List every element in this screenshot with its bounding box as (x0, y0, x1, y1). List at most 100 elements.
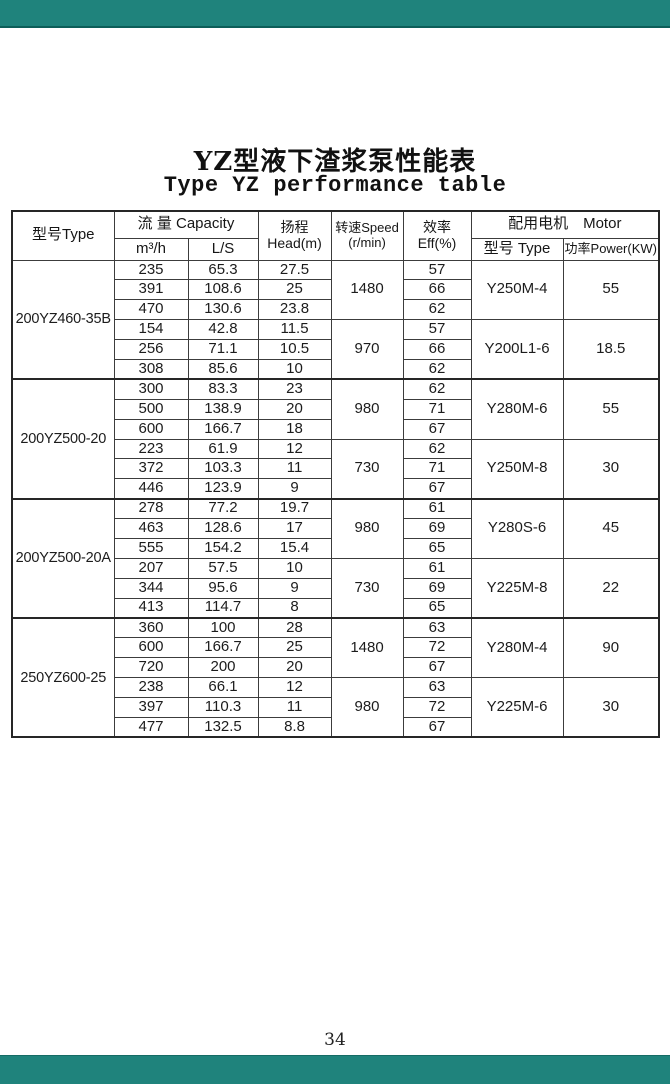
head-cell: 19.7 (257, 497, 332, 520)
capacity-m3h-cell: 446 (113, 478, 189, 500)
capacity-ls-cell: 110.3 (187, 697, 259, 718)
efficiency-cell: 62 (402, 438, 472, 460)
capacity-m3h-cell: 223 (113, 438, 189, 460)
head-cell: 17 (257, 518, 332, 539)
table-row: 223 61.9 12 730 62 Y250M-8 30 (12, 438, 660, 500)
capacity-ls-cell: 166.7 (187, 418, 259, 440)
capacity-m3h-cell: 278 (113, 497, 189, 520)
motor-type-cell: Y280M-6 (470, 378, 564, 440)
header-motor: 配用电机 Motor (470, 210, 660, 239)
head-cell: 25 (257, 279, 332, 301)
capacity-m3h-cell: 413 (113, 597, 189, 619)
table-row: 391 108.6 25 66 (12, 279, 659, 301)
efficiency-cell: 67 (402, 478, 472, 500)
capacity-ls-cell: 200 (187, 657, 259, 679)
head-cell: 20 (257, 398, 332, 420)
capacity-ls-cell: 77.2 (187, 497, 259, 520)
pump-model-cell: 200YZ460-35B (11, 259, 115, 380)
table-row: 470 130.6 23.8 62 (12, 299, 659, 321)
capacity-m3h-cell: 207 (113, 557, 189, 579)
table-row: 200YZ500-20 300 83.3 23 980 62 Y280M-6 5… (11, 378, 660, 500)
speed-cell: 970 (330, 319, 404, 380)
efficiency-cell: 71 (402, 398, 472, 420)
capacity-m3h-cell: 477 (113, 716, 189, 738)
efficiency-cell: 61 (402, 557, 472, 579)
head-cell: 11.5 (257, 319, 332, 341)
capacity-ls-cell: 85.6 (187, 358, 259, 380)
capacity-ls-cell: 114.7 (187, 597, 259, 619)
head-cell: 18 (257, 418, 332, 440)
page-number: 34 (324, 1030, 346, 1050)
speed-cell: 730 (330, 438, 404, 500)
capacity-ls-cell: 65.3 (187, 259, 259, 281)
capacity-ls-cell: 166.7 (187, 637, 259, 659)
table-row: 308 85.6 10 62 (12, 358, 659, 380)
table-row: 397 110.3 11 72 (12, 697, 659, 718)
efficiency-cell: 66 (402, 339, 472, 360)
head-cell: 9 (257, 478, 332, 500)
efficiency-cell: 67 (402, 657, 472, 679)
motor-power-cell: 45 (562, 497, 660, 559)
table-row: 463 128.6 17 69 (12, 518, 659, 539)
header-head-zh: 扬程 (280, 219, 309, 236)
performance-table: 型号Type 流 量 Capacity 扬程 Head(m) 转速Speed (… (11, 210, 661, 739)
head-cell: 25 (257, 637, 332, 659)
header-capacity-ls: L/S (187, 237, 259, 261)
efficiency-cell: 72 (402, 637, 472, 659)
motor-power-cell: 90 (562, 617, 660, 679)
motor-power-cell: 55 (562, 259, 660, 321)
motor-power-cell: 30 (562, 677, 660, 738)
head-cell: 10 (257, 358, 332, 380)
head-cell: 20 (257, 657, 332, 679)
capacity-ls-cell: 130.6 (187, 299, 259, 321)
table-row: 477 132.5 8.8 67 (12, 716, 659, 738)
capacity-m3h-cell: 154 (113, 319, 189, 341)
capacity-m3h-cell: 391 (113, 279, 189, 301)
efficiency-cell: 65 (402, 537, 472, 559)
capacity-ls-cell: 100 (187, 617, 259, 639)
efficiency-cell: 67 (402, 418, 472, 440)
capacity-m3h-cell: 470 (113, 299, 189, 321)
header-speed: 转速Speed (r/min) (330, 210, 404, 261)
pump-model-cell: 200YZ500-20 (11, 378, 115, 500)
speed-cell: 980 (330, 497, 404, 559)
table-row: 250YZ600-25 360 100 28 1480 63 Y280M-4 9… (11, 617, 660, 738)
capacity-m3h-cell: 720 (113, 657, 189, 679)
capacity-m3h-cell: 256 (113, 339, 189, 360)
efficiency-cell: 69 (402, 577, 472, 599)
capacity-ls-cell: 154.2 (187, 537, 259, 559)
page-title-english: Type YZ performance table (163, 173, 507, 198)
header-efficiency-zh: 效率 (423, 219, 452, 236)
header-head-en: Head(m) (267, 234, 322, 251)
header-efficiency-en: Eff(%) (417, 234, 457, 251)
table-row: 238 66.1 12 980 63 Y225M-6 30 (12, 677, 660, 738)
pump-model-cell: 200YZ500-20A (11, 497, 115, 619)
capacity-ls-cell: 83.3 (187, 378, 259, 400)
efficiency-cell: 66 (402, 279, 472, 301)
capacity-m3h-cell: 600 (113, 637, 189, 659)
capacity-ls-cell: 108.6 (187, 279, 259, 301)
capacity-m3h-cell: 308 (113, 358, 189, 380)
motor-type-cell: Y250M-4 (470, 259, 564, 321)
pump-model-cell: 250YZ600-25 (11, 617, 115, 738)
table-row: 413 114.7 8 65 (12, 597, 659, 619)
efficiency-cell: 62 (402, 378, 472, 400)
capacity-ls-cell: 138.9 (187, 398, 259, 420)
table-row: 200YZ460-35B 235 65.3 27.5 1480 57 Y250M… (11, 259, 660, 380)
capacity-ls-cell: 71.1 (187, 339, 259, 360)
table-row: 200YZ500-20A 278 77.2 19.7 980 61 Y280S-… (11, 497, 660, 619)
efficiency-cell: 62 (402, 299, 472, 321)
header-speed-zh: 转速Speed (335, 220, 399, 236)
head-cell: 11 (257, 697, 332, 718)
speed-cell: 1480 (330, 259, 404, 321)
header-head: 扬程 Head(m) (257, 210, 332, 261)
head-cell: 12 (257, 677, 332, 699)
capacity-m3h-cell: 600 (113, 418, 189, 440)
head-cell: 12 (257, 438, 332, 460)
motor-power-cell: 30 (562, 438, 660, 500)
header-motor-power: 功率Power(KW) (562, 237, 660, 261)
efficiency-cell: 71 (402, 458, 472, 480)
efficiency-cell: 67 (402, 716, 472, 738)
capacity-ls-cell: 61.9 (187, 438, 259, 460)
